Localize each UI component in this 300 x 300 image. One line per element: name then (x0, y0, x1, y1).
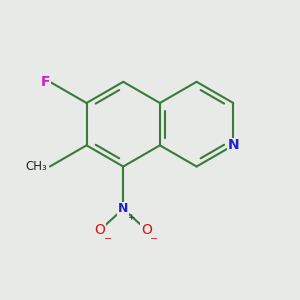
Text: N: N (118, 202, 128, 215)
Text: −: − (104, 234, 112, 244)
Text: O: O (141, 223, 152, 237)
Text: O: O (94, 223, 105, 237)
Text: N: N (227, 138, 239, 152)
Text: F: F (40, 75, 50, 89)
Text: CH₃: CH₃ (26, 160, 48, 173)
Text: −: − (150, 234, 158, 244)
Text: +: + (127, 213, 135, 222)
